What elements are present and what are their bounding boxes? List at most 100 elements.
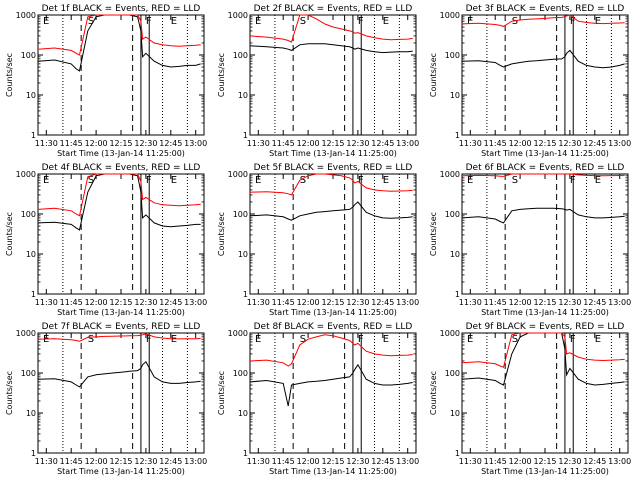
x-tick-label: 13:00 — [608, 139, 631, 148]
lld-line — [37, 14, 201, 56]
panel-title: Det 3f BLACK = Events, RED = LLD — [466, 4, 625, 14]
x-tick-label: 12:15 — [321, 298, 344, 307]
y-tick-label: 1000 — [228, 11, 248, 20]
marker-label: E — [171, 16, 177, 27]
marker-label: E — [383, 175, 389, 186]
events-line — [37, 14, 201, 72]
marker-label: S — [88, 175, 94, 186]
marker-label: E — [255, 334, 261, 345]
marker-label: E — [467, 175, 473, 186]
x-tick-label: 11:30 — [35, 139, 58, 148]
x-tick-label: 12:45 — [159, 139, 182, 148]
marker-label: S — [88, 334, 94, 345]
y-tick-label: 1 — [455, 449, 460, 458]
x-axis-label: Start Time (13-Jan-14 11:25:00) — [57, 308, 185, 317]
x-tick-label: 12:15 — [321, 139, 344, 148]
x-tick-label: 12:15 — [109, 298, 132, 307]
panel-title: Det 2f BLACK = Events, RED = LLD — [254, 4, 413, 14]
x-tick-label: 12:00 — [85, 139, 108, 148]
lld-line — [461, 14, 625, 27]
y-tick-label: 1 — [31, 131, 36, 140]
x-tick-label: 12:00 — [85, 298, 108, 307]
x-tick-label: 11:30 — [35, 298, 58, 307]
x-tick-label: 11:45 — [60, 139, 83, 148]
x-axis-label: Start Time (13-Jan-14 11:25:00) — [481, 467, 609, 476]
x-tick-label: 12:15 — [533, 298, 556, 307]
y-axis-label: Counts/sec — [5, 212, 14, 256]
lld-line — [37, 173, 201, 217]
x-tick-label: 11:30 — [459, 457, 482, 466]
x-axis-label: Start Time (13-Jan-14 11:25:00) — [481, 149, 609, 158]
y-axis-label: Counts/sec — [5, 53, 14, 97]
panel-6: Det 6f BLACK = Events, RED = LLD 1 10 100 10… — [429, 163, 631, 317]
x-tick-label: 12:00 — [297, 298, 320, 307]
marker-label: F — [358, 334, 364, 345]
marker-label: E — [595, 175, 601, 186]
x-tick-label: 11:45 — [484, 139, 507, 148]
lld-line — [249, 334, 413, 367]
marker-label: F — [570, 334, 576, 345]
marker-label: E — [43, 16, 49, 27]
y-tick-label: 10 — [450, 250, 460, 259]
y-tick-label: 10 — [450, 91, 460, 100]
marker-label: E — [383, 16, 389, 27]
x-tick-label: 12:45 — [371, 298, 394, 307]
x-tick-label: 12:00 — [509, 139, 532, 148]
x-tick-label: 11:30 — [247, 298, 270, 307]
y-tick-label: 1 — [455, 290, 460, 299]
x-tick-label: 12:30 — [134, 139, 157, 148]
x-tick-label: 11:45 — [484, 457, 507, 466]
x-tick-label: 13:00 — [184, 457, 207, 466]
marker-label: E — [171, 175, 177, 186]
x-tick-label: 11:45 — [272, 457, 295, 466]
y-tick-label: 100 — [21, 369, 36, 378]
x-tick-label: 12:45 — [159, 298, 182, 307]
x-axis-label: Start Time (13-Jan-14 11:25:00) — [57, 149, 185, 158]
marker-label: F — [146, 175, 152, 186]
marker-label: S — [88, 16, 94, 27]
marker-label: E — [43, 175, 49, 186]
panel-title: Det 6f BLACK = Events, RED = LLD — [466, 163, 625, 173]
x-tick-label: 13:00 — [184, 139, 207, 148]
y-tick-label: 100 — [445, 369, 460, 378]
y-tick-label: 1 — [243, 449, 248, 458]
x-tick-label: 12:00 — [297, 457, 320, 466]
lld-line — [461, 332, 625, 368]
marker-label: F — [146, 334, 152, 345]
x-tick-label: 12:30 — [346, 139, 369, 148]
marker-label: E — [43, 334, 49, 345]
x-tick-label: 12:15 — [533, 457, 556, 466]
marker-label: F — [570, 16, 576, 27]
y-tick-label: 1 — [243, 290, 248, 299]
y-tick-label: 10 — [450, 409, 460, 418]
x-tick-label: 11:45 — [484, 298, 507, 307]
lld-line — [249, 173, 413, 196]
marker-label: E — [255, 175, 261, 186]
panel-title: Det 4f BLACK = Events, RED = LLD — [42, 163, 201, 173]
x-tick-label: 12:45 — [159, 457, 182, 466]
marker-label: E — [595, 16, 601, 27]
panel-title: Det 5f BLACK = Events, RED = LLD — [254, 163, 413, 173]
y-tick-label: 1000 — [228, 170, 248, 179]
x-tick-label: 11:30 — [459, 139, 482, 148]
x-tick-label: 12:30 — [134, 298, 157, 307]
y-tick-label: 1000 — [228, 329, 248, 338]
x-tick-label: 12:30 — [346, 457, 369, 466]
y-tick-label: 100 — [233, 51, 248, 60]
marker-label: F — [570, 175, 576, 186]
x-tick-label: 12:15 — [109, 457, 132, 466]
marker-label: S — [512, 175, 518, 186]
x-tick-label: 12:45 — [371, 139, 394, 148]
marker-label: S — [300, 16, 306, 27]
y-tick-label: 1000 — [440, 11, 460, 20]
x-tick-label: 12:00 — [297, 139, 320, 148]
x-tick-label: 12:45 — [371, 457, 394, 466]
panel-title: Det 7f BLACK = Events, RED = LLD — [42, 322, 201, 332]
panel-2: Det 2f BLACK = Events, RED = LLD 1 10 100 10… — [217, 4, 419, 158]
x-axis-label: Start Time (13-Jan-14 11:25:00) — [57, 467, 185, 476]
x-tick-label: 13:00 — [608, 457, 631, 466]
panel-1: Det 1f BLACK = Events, RED = LLD 1 10 100 10… — [5, 4, 207, 158]
y-tick-label: 10 — [26, 409, 36, 418]
panel-7: Det 7f BLACK = Events, RED = LLD 1 10 100 10… — [5, 322, 207, 476]
events-line — [37, 361, 201, 388]
